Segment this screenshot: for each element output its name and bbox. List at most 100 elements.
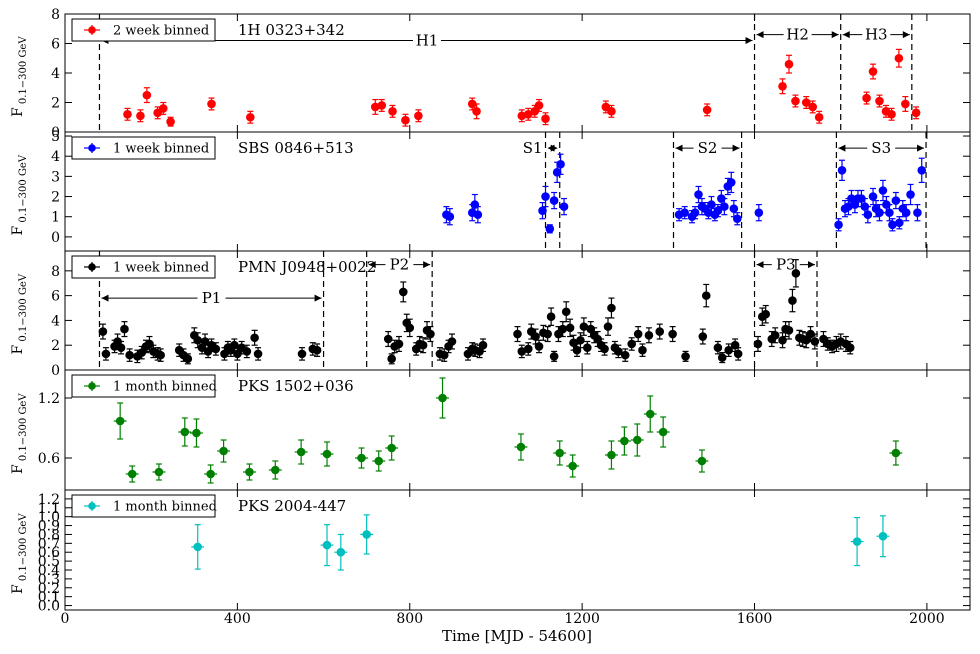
marker	[845, 343, 855, 352]
data-point	[732, 212, 742, 226]
data-point	[806, 326, 815, 343]
marker	[808, 102, 818, 112]
data-point	[814, 110, 824, 124]
y-tick-label: 1.1	[38, 501, 60, 517]
marker	[913, 208, 922, 217]
data-point	[559, 197, 569, 216]
marker	[680, 208, 690, 217]
marker	[545, 224, 555, 234]
marker	[414, 111, 423, 121]
marker	[655, 327, 665, 336]
marker	[732, 214, 742, 224]
data-point	[142, 87, 152, 104]
marker	[447, 337, 457, 346]
panel-1: 0 2 4 6 8 F 0.1−300 GeV H1 H2 H3 2 week binned 1H …	[10, 7, 971, 141]
data-point	[576, 332, 585, 349]
data-point	[394, 335, 404, 353]
marker	[633, 435, 642, 445]
marker	[801, 98, 811, 107]
data-point	[297, 347, 307, 361]
marker	[250, 333, 259, 343]
data-point	[620, 348, 630, 362]
legend: 1 month binned	[71, 494, 217, 518]
marker	[697, 456, 707, 466]
marker	[576, 335, 585, 345]
data-point	[120, 321, 129, 338]
interval-arrowhead	[756, 261, 764, 269]
data-point	[579, 317, 589, 336]
data-point	[607, 104, 616, 118]
data-point	[370, 98, 380, 115]
data-point	[545, 224, 555, 234]
marker	[638, 345, 647, 355]
marker	[726, 178, 736, 187]
marker	[549, 352, 559, 361]
marker	[887, 110, 896, 119]
data-point	[514, 433, 528, 461]
marker	[362, 530, 371, 539]
marker	[145, 339, 154, 349]
marker	[219, 446, 228, 456]
marker	[541, 114, 550, 124]
marker	[852, 537, 862, 546]
data-point	[137, 345, 147, 360]
data-point	[801, 95, 811, 110]
marker	[668, 329, 677, 339]
data-point	[823, 337, 833, 351]
marker	[405, 323, 415, 333]
data-point	[754, 204, 764, 222]
marker	[322, 540, 332, 550]
data-point	[334, 533, 348, 571]
y-tick-label: 0.2	[38, 581, 60, 597]
marker	[720, 202, 729, 211]
marker	[814, 112, 824, 122]
data-point	[694, 185, 703, 204]
marker	[601, 102, 611, 112]
x-tick-label: 0	[61, 611, 70, 627]
data-point	[320, 524, 334, 567]
marker	[531, 332, 540, 341]
data-point	[312, 343, 322, 357]
data-point	[242, 344, 252, 359]
marker	[713, 343, 723, 352]
marker	[753, 339, 763, 349]
x-tick-label: 800	[396, 611, 423, 627]
marker	[245, 467, 254, 477]
data-point	[687, 210, 697, 224]
data-point	[125, 465, 139, 483]
marker	[868, 192, 878, 201]
data-point	[733, 347, 743, 361]
interval-label: P2	[390, 256, 410, 274]
data-point	[863, 206, 873, 224]
legend: 2 week binned	[71, 18, 216, 42]
data-point	[717, 352, 727, 364]
marker	[778, 335, 787, 345]
data-point	[246, 110, 255, 124]
data-point	[644, 327, 654, 344]
data-point	[418, 337, 428, 354]
interval-arrowhead	[314, 294, 322, 302]
marker	[166, 117, 175, 126]
y-tick-label: 6	[51, 289, 60, 305]
data-point	[604, 440, 618, 470]
y-tick-label: 0	[51, 363, 60, 379]
data-point	[294, 439, 308, 465]
y-tick-label: 0.7	[38, 536, 60, 552]
data-point	[704, 206, 713, 220]
data-point	[372, 450, 386, 472]
data-point	[698, 328, 708, 345]
y-tick-label: 4	[51, 149, 60, 165]
marker	[377, 101, 387, 110]
y-tick-label: 0.4	[38, 563, 60, 579]
data-point	[878, 179, 888, 202]
marker	[645, 409, 655, 419]
data-point	[729, 199, 739, 218]
y-tick-label: 8	[51, 264, 60, 280]
marker	[891, 196, 901, 205]
marker	[426, 329, 435, 339]
marker	[156, 350, 165, 360]
marker	[875, 96, 884, 106]
data-point	[901, 95, 910, 112]
marker	[534, 342, 544, 351]
y-tick-label: 3	[51, 169, 60, 185]
